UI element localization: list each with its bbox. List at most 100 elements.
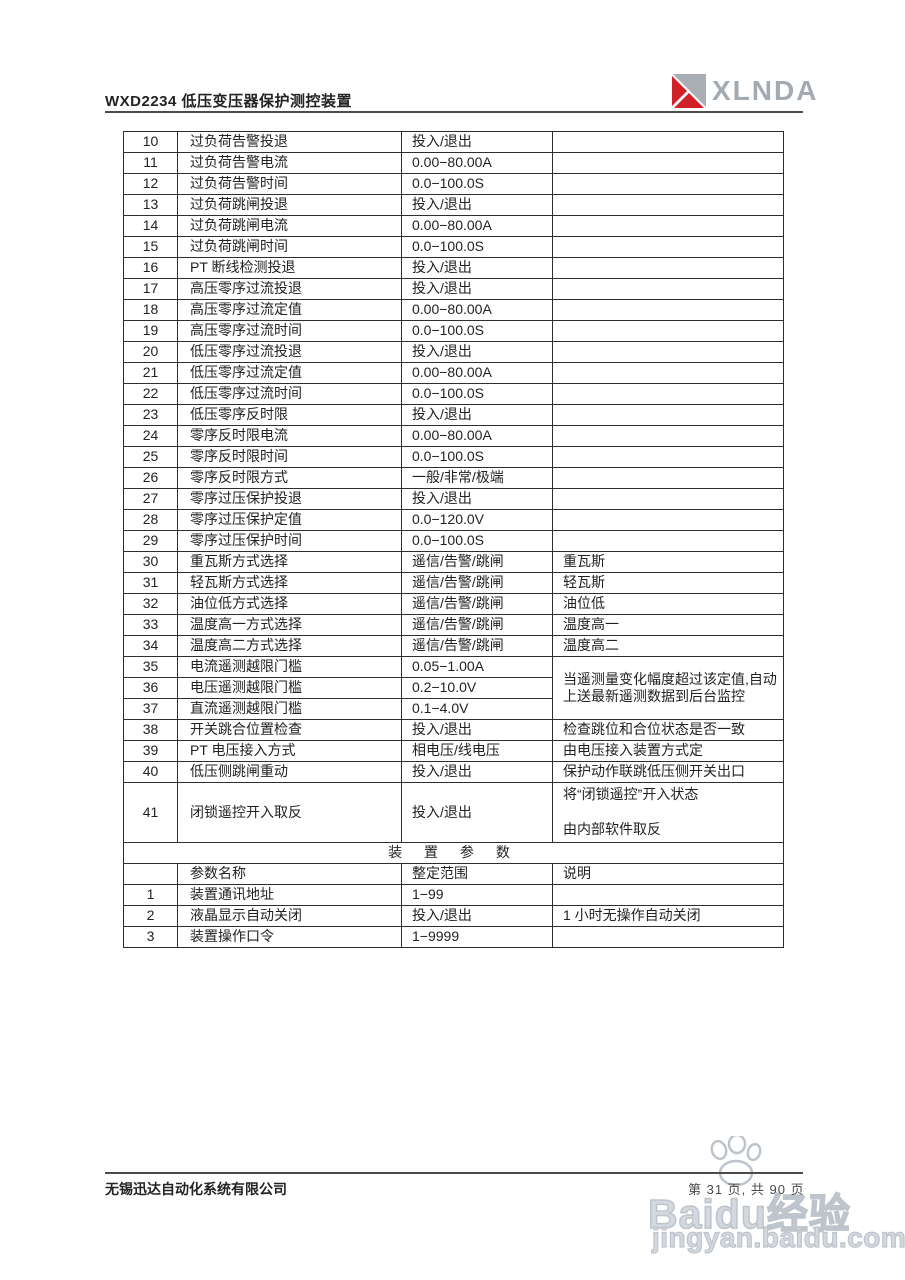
setting-range-cell: 投入/退出 xyxy=(401,761,553,783)
description-cell xyxy=(552,320,784,342)
param-name-cell: 高压零序过流时间 xyxy=(177,320,402,342)
row-number-cell: 26 xyxy=(123,467,178,489)
param-name-cell: 开关跳合位置检查 xyxy=(177,719,402,741)
row-number-cell: 25 xyxy=(123,446,178,468)
page-number: 第 31 页, 共 90 页 xyxy=(688,1182,805,1197)
row-number-cell: 37 xyxy=(123,698,178,720)
setting-range-cell: 投入/退出 xyxy=(401,404,553,426)
setting-range-cell: 投入/退出 xyxy=(401,341,553,363)
table-row: 13 过负荷跳闸投退 投入/退出 xyxy=(123,194,784,216)
description-cell xyxy=(552,194,784,216)
param-header-row: 参数名称 整定范围 说明 xyxy=(123,863,784,885)
row-number-cell: 23 xyxy=(123,404,178,426)
table-row: 23 低压零序反时限 投入/退出 xyxy=(123,404,784,426)
setting-range-cell: 遥信/告警/跳闸 xyxy=(401,614,553,636)
param-name-cell: PT 电压接入方式 xyxy=(177,740,402,762)
description-cell: 将“闭锁遥控”开入状态 由内部软件取反 xyxy=(552,782,784,843)
param-name-cell: 零序过压保护定值 xyxy=(177,509,402,531)
param-name-cell: 零序反时限电流 xyxy=(177,425,402,447)
setting-range-cell: 投入/退出 xyxy=(401,488,553,510)
description-cell xyxy=(552,152,784,174)
description-cell: 当遥测量变化幅度超过该定值,自动上送最新遥测数据到后台监控 xyxy=(552,656,784,720)
table-row: 3 装置操作口令 1−9999 xyxy=(123,926,784,948)
table-row: 31 轻瓦斯方式选择 遥信/告警/跳闸 轻瓦斯 xyxy=(123,572,784,594)
description-cell xyxy=(552,425,784,447)
row-number-cell: 15 xyxy=(123,236,178,258)
setting-range-cell: 遥信/告警/跳闸 xyxy=(401,593,553,615)
row-number-cell: 24 xyxy=(123,425,178,447)
description-cell: 温度高二 xyxy=(552,635,784,657)
description-cell xyxy=(552,257,784,279)
baidu-watermark-text: Baidu经验 xyxy=(647,1190,851,1238)
setting-range-cell: 遥信/告警/跳闸 xyxy=(401,635,553,657)
param-name-cell: 低压零序过流时间 xyxy=(177,383,402,405)
logo: XLNDA xyxy=(671,72,818,110)
row-number-cell: 27 xyxy=(123,488,178,510)
table-row: 29 零序过压保护时间 0.0−100.0S xyxy=(123,530,784,552)
description-cell: 重瓦斯 xyxy=(552,551,784,573)
table-row: 15 过负荷跳闸时间 0.0−100.0S xyxy=(123,236,784,258)
description-cell xyxy=(552,488,784,510)
table-row: 41 闭锁遥控开入取反 投入/退出 将“闭锁遥控”开入状态 由内部软件取反 xyxy=(123,782,784,843)
param-name-cell: 闭锁遥控开入取反 xyxy=(177,782,402,843)
description-cell xyxy=(552,215,784,237)
setting-range-cell: 投入/退出 xyxy=(401,905,553,927)
table-row: 22 低压零序过流时间 0.0−100.0S xyxy=(123,383,784,405)
settings-table-container: 10 过负荷告警投退 投入/退出 11 过负荷告警电流 0.00−80.00A 12 过负荷告… xyxy=(123,131,784,948)
baidu-watermark-url: jingyan.baidu.com xyxy=(651,1221,905,1253)
header-range-cell: 整定范围 xyxy=(401,863,553,885)
row-number-cell: 28 xyxy=(123,509,178,531)
setting-range-cell: 投入/退出 xyxy=(401,782,553,843)
row-number-cell: 16 xyxy=(123,257,178,279)
table-row: 16 PT 断线检测投退 投入/退出 xyxy=(123,257,784,279)
param-name-cell: 温度高一方式选择 xyxy=(177,614,402,636)
table-row: 39 PT 电压接入方式 相电压/线电压 由电压接入装置方式定 xyxy=(123,740,784,762)
row-number-cell: 1 xyxy=(123,884,178,906)
setting-range-cell: 0.05−1.00A xyxy=(401,656,553,678)
setting-range-cell: 投入/退出 xyxy=(401,257,553,279)
setting-range-cell: 0.0−120.0V xyxy=(401,509,553,531)
xlnda-logo-icon xyxy=(672,74,706,108)
row-number-cell: 36 xyxy=(123,677,178,699)
description-cell xyxy=(552,530,784,552)
param-name-cell: 零序过压保护投退 xyxy=(177,488,402,510)
logo-text: XLNDA xyxy=(712,75,819,106)
table-row: 30 重瓦斯方式选择 遥信/告警/跳闸 重瓦斯 xyxy=(123,551,784,573)
table-row: 32 油位低方式选择 遥信/告警/跳闸 油位低 xyxy=(123,593,784,615)
row-number-cell: 29 xyxy=(123,530,178,552)
setting-range-cell: 0.00−80.00A xyxy=(401,215,553,237)
table-row: 24 零序反时限电流 0.00−80.00A xyxy=(123,425,784,447)
row-number-cell: 20 xyxy=(123,341,178,363)
table-row: 20 低压零序过流投退 投入/退出 xyxy=(123,341,784,363)
row-number-cell: 33 xyxy=(123,614,178,636)
footer-divider xyxy=(105,1172,803,1174)
description-cell xyxy=(552,131,784,153)
description-cell: 轻瓦斯 xyxy=(552,572,784,594)
table-row: 26 零序反时限方式 一般/非常/极端 xyxy=(123,467,784,489)
setting-range-cell: 0.0−100.0S xyxy=(401,236,553,258)
setting-range-cell: 0.0−100.0S xyxy=(401,446,553,468)
param-name-cell: 零序反时限时间 xyxy=(177,446,402,468)
description-cell xyxy=(552,884,784,906)
table-row: 34 温度高二方式选择 遥信/告警/跳闸 温度高二 xyxy=(123,635,784,657)
param-name-cell: 电压遥测越限门槛 xyxy=(177,677,402,699)
param-name-cell: 过负荷跳闸投退 xyxy=(177,194,402,216)
row-number-cell: 35 xyxy=(123,656,178,678)
table-row: 21 低压零序过流定值 0.00−80.00A xyxy=(123,362,784,384)
param-name-cell: 低压侧跳闸重动 xyxy=(177,761,402,783)
row-number-cell: 39 xyxy=(123,740,178,762)
setting-range-cell: 0.0−100.0S xyxy=(401,173,553,195)
table-row: 1 装置通讯地址 1−99 xyxy=(123,884,784,906)
setting-range-cell: 0.0−100.0S xyxy=(401,383,553,405)
row-number-cell: 41 xyxy=(123,782,178,843)
row-number-cell: 12 xyxy=(123,173,178,195)
row-number-cell: 21 xyxy=(123,362,178,384)
description-cell xyxy=(552,278,784,300)
table-row: 40 低压侧跳闸重动 投入/退出 保护动作联跳低压侧开关出口 xyxy=(123,761,784,783)
row-number-cell: 17 xyxy=(123,278,178,300)
table-row: 10 过负荷告警投退 投入/退出 xyxy=(123,131,784,153)
description-cell: 1 小时无操作自动关闭 xyxy=(552,905,784,927)
table-row: 2 液晶显示自动关闭 投入/退出 1 小时无操作自动关闭 xyxy=(123,905,784,927)
row-number-cell: 38 xyxy=(123,719,178,741)
